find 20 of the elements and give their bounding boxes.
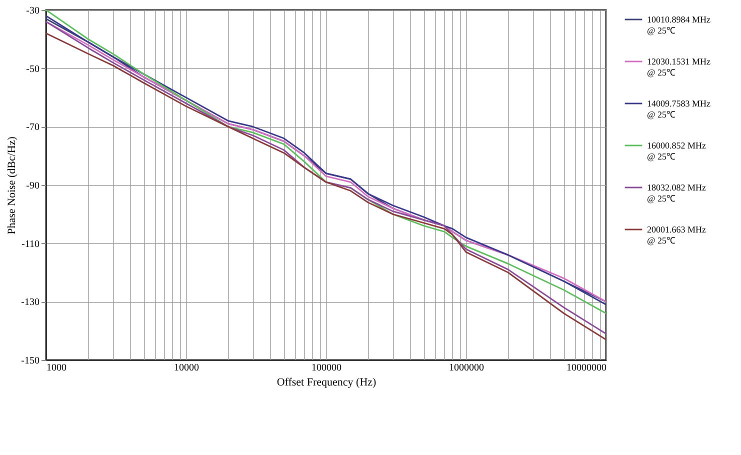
y-axis-title: Phase Noise (dBc/Hz) bbox=[6, 136, 18, 234]
y-tick-label: -110 bbox=[22, 238, 40, 250]
x-tick-label: 10000000 bbox=[566, 362, 606, 374]
legend-label: 12030.1531 MHz @ 25℃ bbox=[647, 56, 710, 78]
y-tick-label: -90 bbox=[26, 180, 40, 192]
x-tick-label: 100000 bbox=[312, 362, 342, 374]
legend-label: 16000.852 MHz @ 25℃ bbox=[647, 140, 706, 162]
legend-label: 10010.8984 MHz @ 25℃ bbox=[647, 14, 710, 36]
x-axis-title: Offset Frequency (Hz) bbox=[276, 376, 377, 388]
y-tick-label: -150 bbox=[21, 356, 40, 366]
x-tick-label: 1000000 bbox=[449, 362, 484, 374]
y-tick-label: -50 bbox=[26, 64, 40, 75]
legend-label: 18032.082 MHz @ 25℃ bbox=[647, 182, 706, 204]
y-tick-label: -30 bbox=[26, 6, 40, 16]
legend-label: 14009.7583 MHz @ 25℃ bbox=[647, 98, 710, 120]
y-tick-label: -130 bbox=[21, 297, 40, 308]
legend-label: 20001.663 MHz @ 25℃ bbox=[647, 224, 706, 246]
x-tick-label: 10000 bbox=[174, 362, 199, 374]
y-tick-label: -70 bbox=[26, 122, 40, 134]
x-tick-label: 1000 bbox=[46, 362, 66, 374]
